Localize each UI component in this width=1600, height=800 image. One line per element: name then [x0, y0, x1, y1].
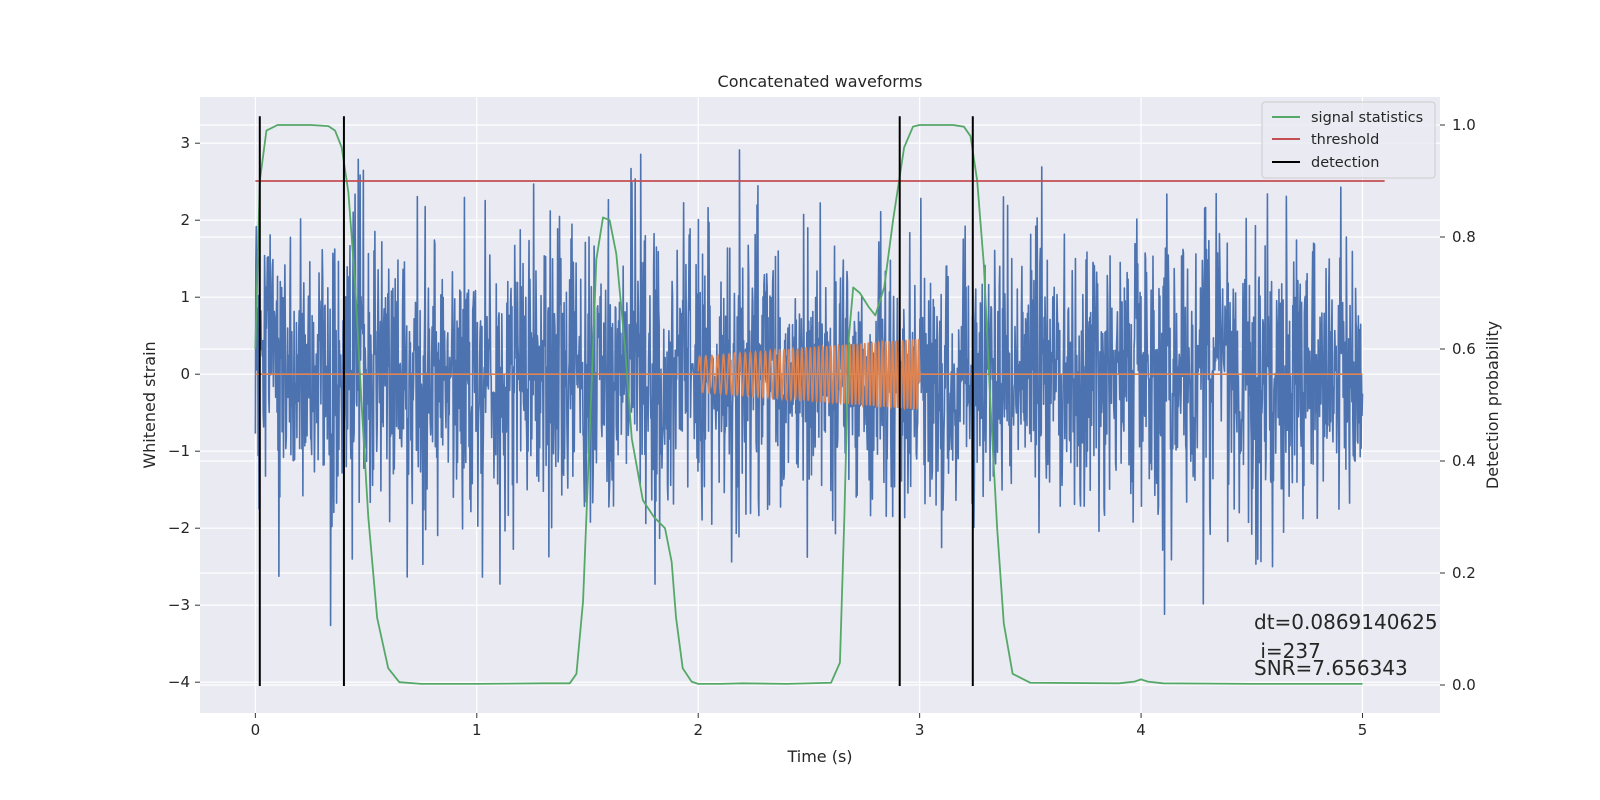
- detection-layer: [258, 116, 974, 687]
- signal-statistics-line: [254, 124, 1363, 685]
- x-axis-label: Time (s): [786, 747, 852, 766]
- x-tick-label: 1: [472, 721, 482, 739]
- y-tick-label: −4: [168, 673, 190, 691]
- y-axis-label-left: Whitened strain: [140, 341, 159, 468]
- legend-label-signal-statistics: signal statistics: [1311, 110, 1423, 126]
- y-ticks-left: −4 −3 −2 −1 0 1 2 3: [168, 134, 200, 691]
- x-tick-label: 5: [1358, 721, 1368, 739]
- y-tick-label: 1: [180, 288, 190, 306]
- x-tick-label: 3: [915, 721, 925, 739]
- x-tick-label: 0: [251, 721, 261, 739]
- annotation: dt=0.0869140625 i=237 SNR=7.656343: [1254, 610, 1438, 680]
- stat-layer: [254, 124, 1363, 685]
- y-tick-label: 2: [180, 211, 190, 229]
- y-right-tick-label: 1.0: [1452, 116, 1476, 134]
- y-tick-label: 3: [180, 134, 190, 152]
- x-ticks: 0 1 2 3 4 5: [251, 713, 1368, 739]
- y-tick-label: −3: [168, 596, 190, 614]
- legend-box: [1261, 101, 1436, 179]
- y-axis-label-right: Detection probability: [1483, 321, 1502, 489]
- y-right-tick-label: 0.0: [1452, 676, 1476, 694]
- y-tick-label: −2: [168, 519, 190, 537]
- y-ticks-right: 0.0 0.2 0.4 0.6 0.8 1.0: [1440, 116, 1476, 694]
- x-tick-label: 2: [693, 721, 703, 739]
- annotation-index: i=237: [1254, 639, 1321, 663]
- legend: signal statistics threshold detection: [1261, 101, 1436, 179]
- y-tick-label: 0: [180, 365, 190, 383]
- x-tick-label: 4: [1136, 721, 1146, 739]
- y-tick-label: −1: [168, 442, 190, 460]
- y-right-tick-label: 0.4: [1452, 452, 1476, 470]
- annotation-dt: dt=0.0869140625: [1254, 610, 1438, 634]
- y-right-tick-label: 0.2: [1452, 564, 1476, 582]
- chart-title: Concatenated waveforms: [718, 72, 923, 91]
- legend-label-detection: detection: [1311, 155, 1379, 171]
- annotation-snr: SNR=7.656343: [1254, 656, 1408, 680]
- legend-label-threshold: threshold: [1311, 132, 1379, 148]
- template-chirp-line: [697, 338, 921, 411]
- y-right-tick-label: 0.8: [1452, 228, 1476, 246]
- template-layer: [255, 338, 1363, 411]
- y-right-tick-label: 0.6: [1452, 340, 1476, 358]
